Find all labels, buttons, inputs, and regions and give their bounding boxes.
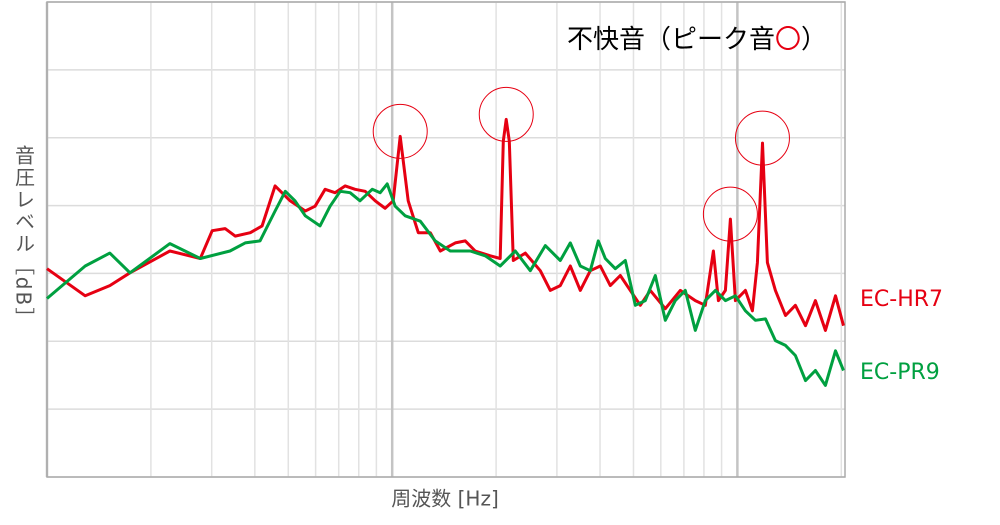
title-part: ） bbox=[801, 25, 827, 55]
peak-highlight bbox=[734, 110, 790, 166]
peak-highlight bbox=[478, 86, 534, 142]
y-axis-label: 音圧レベル［dB］ bbox=[12, 144, 36, 329]
title-part: 不快音（ピーク音 bbox=[567, 25, 775, 55]
peak-highlight bbox=[372, 103, 428, 159]
legend-label: EC-PR9 bbox=[860, 360, 940, 385]
plot-frame bbox=[46, 1, 846, 478]
title-part: 〇 bbox=[775, 25, 801, 55]
chart-title: 不快音（ピーク音〇） bbox=[567, 25, 827, 55]
x-axis-label: 周波数 [Hz] bbox=[391, 487, 499, 511]
series-line bbox=[46, 117, 845, 332]
series-line bbox=[46, 182, 845, 387]
peak-highlight bbox=[702, 186, 758, 242]
legend-label: EC-HR7 bbox=[860, 287, 943, 312]
